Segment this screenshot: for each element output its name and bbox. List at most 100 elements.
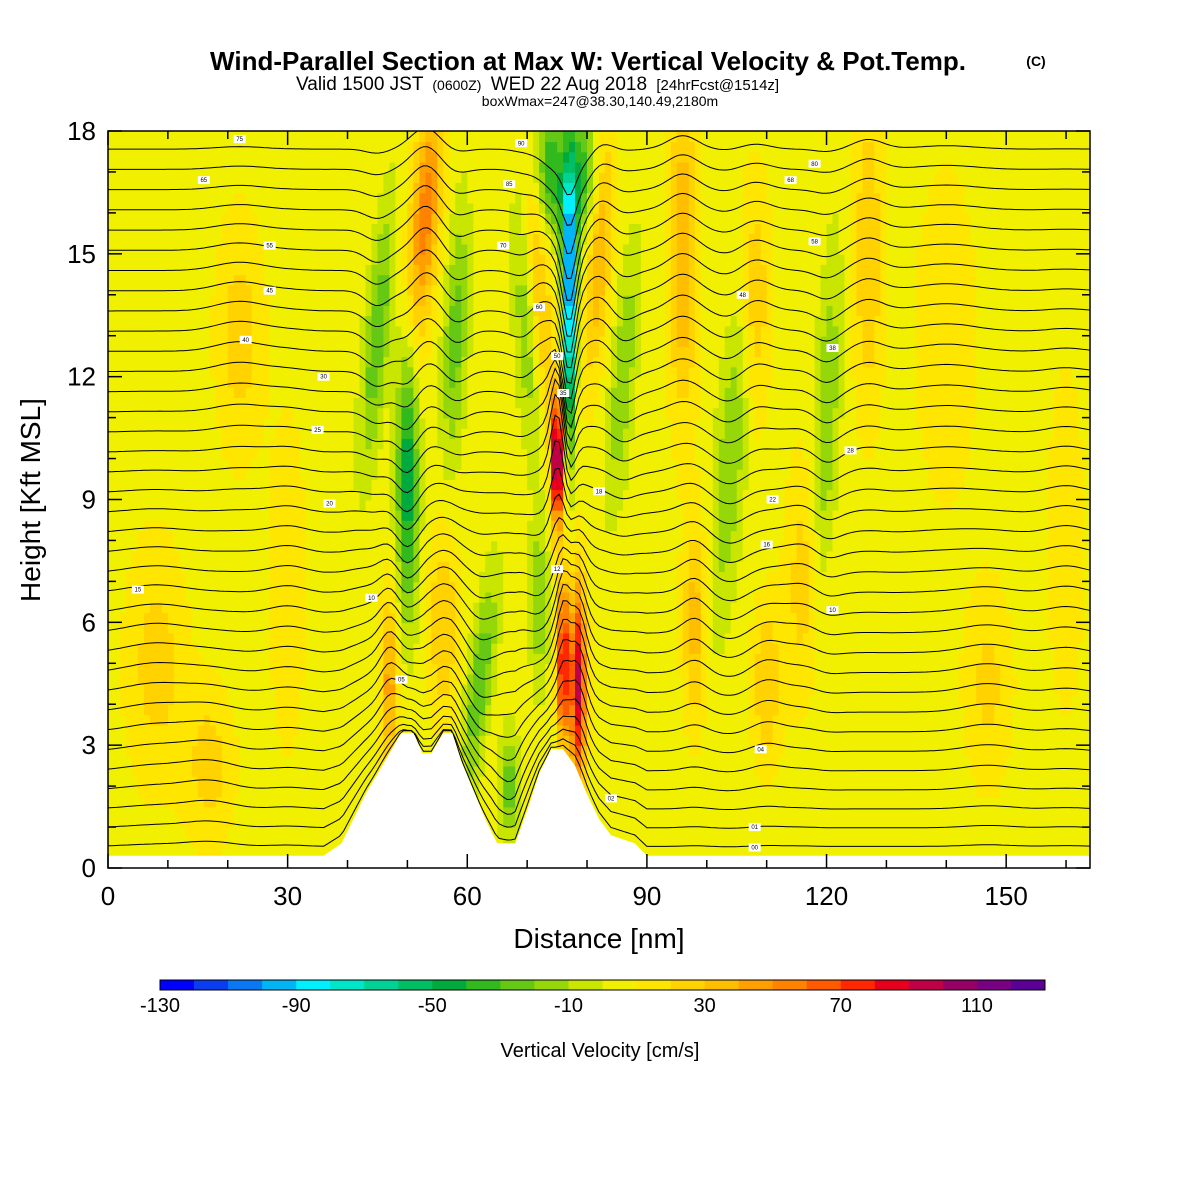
velocity-cell [383, 683, 391, 695]
velocity-cell [371, 612, 379, 624]
velocity-cell [263, 612, 271, 624]
velocity-cell [317, 816, 325, 828]
velocity-cell [982, 560, 990, 572]
velocity-cell [191, 724, 199, 736]
velocity-cell [461, 734, 469, 746]
velocity-cell [868, 775, 876, 787]
velocity-cell [682, 581, 690, 593]
velocity-cell [1006, 560, 1014, 572]
velocity-cell [263, 673, 271, 685]
velocity-cell [155, 714, 163, 726]
velocity-cell [964, 694, 972, 706]
velocity-cell [964, 683, 972, 695]
velocity-cell [191, 560, 199, 572]
velocity-cell [281, 765, 289, 777]
velocity-cell [605, 560, 612, 572]
velocity-cell [1012, 755, 1020, 767]
velocity-cell [197, 704, 205, 716]
velocity-cell [1036, 591, 1043, 603]
velocity-cell [784, 724, 792, 736]
velocity-cell [185, 550, 193, 562]
velocity-cell [1018, 837, 1025, 849]
velocity-cell [826, 622, 834, 634]
velocity-cell [132, 591, 139, 603]
velocity-cell [694, 734, 702, 746]
valid-prefix: Valid 1500 JST [296, 74, 424, 95]
velocity-cell [419, 704, 427, 716]
velocity-cell [1006, 632, 1014, 644]
velocity-cell [191, 827, 199, 839]
velocity-cell [473, 653, 481, 665]
velocity-cell [311, 642, 319, 654]
velocity-cell [401, 601, 409, 613]
velocity-cell [299, 581, 307, 593]
velocity-cell [958, 796, 966, 808]
velocity-cell [760, 775, 768, 787]
velocity-cell [832, 734, 840, 746]
velocity-cell [784, 694, 792, 706]
velocity-cell [108, 714, 115, 726]
velocity-cell [946, 642, 954, 654]
velocity-cell [814, 642, 822, 654]
velocity-cell [485, 622, 493, 634]
velocity-cell [880, 775, 888, 787]
velocity-cell [431, 550, 439, 562]
velocity-cell [826, 745, 834, 757]
velocity-cell [928, 816, 936, 828]
velocity-cell [191, 550, 199, 562]
velocity-cell [658, 581, 666, 593]
velocity-cell [1072, 683, 1079, 695]
velocity-cell [581, 632, 588, 644]
velocity-cell [263, 642, 271, 654]
velocity-cell [886, 837, 894, 849]
velocity-cell [473, 612, 481, 624]
velocity-cell [826, 827, 834, 839]
velocity-cell [658, 673, 666, 685]
velocity-cell [311, 571, 319, 583]
velocity-cell [509, 653, 517, 665]
velocity-cell [1054, 653, 1061, 665]
velocity-cell [766, 622, 774, 634]
velocity-cell [437, 642, 445, 654]
velocity-cell [533, 765, 540, 777]
velocity-cell [868, 694, 876, 706]
velocity-cell [209, 796, 217, 808]
velocity-cell [994, 683, 1002, 695]
velocity-cell [425, 724, 433, 736]
velocity-cell [778, 673, 786, 685]
velocity-cell [754, 775, 762, 787]
velocity-cell [736, 827, 744, 839]
velocity-cell [479, 581, 487, 593]
velocity-cell [1042, 632, 1049, 644]
velocity-cell [257, 571, 265, 583]
velocity-cell [898, 683, 906, 695]
velocity-cell [545, 683, 552, 695]
velocity-cell [120, 704, 127, 716]
velocity-cell [443, 714, 451, 726]
velocity-cell [982, 683, 990, 695]
velocity-cell [802, 581, 810, 593]
velocity-cell [880, 653, 888, 665]
velocity-cell [676, 673, 684, 685]
velocity-cell [934, 775, 942, 787]
velocity-cell [658, 704, 666, 716]
velocity-cell [503, 663, 511, 675]
velocity-cell [287, 847, 295, 859]
velocity-cell [820, 581, 828, 593]
velocity-cell [1066, 714, 1073, 726]
velocity-cell [377, 724, 385, 736]
velocity-cell [916, 775, 924, 787]
velocity-cell [545, 704, 552, 716]
velocity-cell [233, 622, 241, 634]
velocity-cell [1078, 571, 1085, 583]
velocity-cell [1000, 806, 1008, 818]
velocity-cell [533, 653, 540, 665]
velocity-cell [958, 642, 966, 654]
velocity-cell [826, 796, 834, 808]
velocity-cell [167, 653, 175, 665]
velocity-cell [437, 694, 445, 706]
velocity-cell [126, 632, 133, 644]
velocity-cell [227, 786, 235, 798]
velocity-cell [233, 571, 241, 583]
velocity-cell [964, 775, 972, 787]
